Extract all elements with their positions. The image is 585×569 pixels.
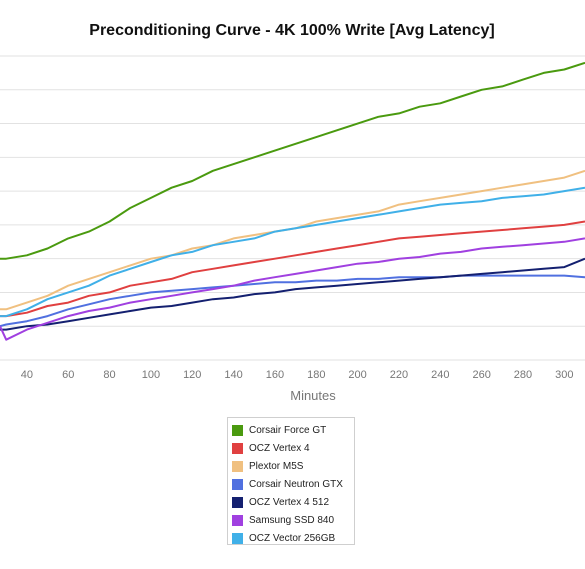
legend-swatch bbox=[232, 532, 243, 544]
x-axis-label: Minutes bbox=[290, 388, 336, 403]
x-tick-label: 80 bbox=[103, 369, 115, 381]
chart-title: Preconditioning Curve - 4K 100% Write [A… bbox=[89, 22, 494, 39]
legend-item: OCZ Vertex 4 bbox=[232, 439, 354, 457]
legend-swatch bbox=[232, 496, 243, 508]
series-line-ocz-vector-256gb bbox=[0, 186, 585, 318]
legend-swatch bbox=[232, 460, 243, 472]
legend-label: Samsung SSD 840 bbox=[249, 514, 335, 526]
legend-label: OCZ Vertex 4 512 bbox=[249, 496, 330, 508]
x-tick-label: 260 bbox=[472, 369, 490, 381]
grid-lines bbox=[0, 55, 585, 361]
series-line-ocz-vertex-4 bbox=[0, 220, 585, 318]
x-tick-label: 200 bbox=[348, 369, 366, 381]
legend-item: Corsair Force GT bbox=[232, 421, 354, 439]
legend-swatch bbox=[232, 442, 243, 454]
legend-label: OCZ Vector 256GB bbox=[249, 532, 336, 544]
x-tick-label: 160 bbox=[266, 369, 284, 381]
legend-item: OCZ Vertex 4 512 bbox=[232, 493, 354, 511]
legend-label: OCZ Vertex 4 bbox=[249, 442, 310, 454]
legend: Corsair Force GT OCZ Vertex 4 Plextor M5S C… bbox=[227, 417, 355, 545]
legend-label: Plextor M5S bbox=[249, 460, 304, 472]
series-line-samsung-ssd-840 bbox=[0, 237, 585, 341]
series-line-corsair-neutron-gtx bbox=[0, 274, 585, 328]
x-tick-label: 300 bbox=[555, 369, 573, 381]
legend-item: Plextor M5S bbox=[232, 457, 354, 475]
x-tick-label: 280 bbox=[514, 369, 532, 381]
x-tick-label: 140 bbox=[224, 369, 242, 381]
series-line-corsair-force-gt bbox=[0, 61, 585, 260]
legend-swatch bbox=[232, 424, 243, 436]
x-tick-label: 120 bbox=[183, 369, 201, 381]
x-tick-label: 100 bbox=[142, 369, 160, 381]
legend-label: Corsair Force GT bbox=[249, 424, 327, 436]
series-lines bbox=[0, 61, 585, 341]
x-tick-label: 60 bbox=[62, 369, 74, 381]
x-axis-ticks: 40 60 80 100 120 140 160 180 200 220 240 260 280 300 bbox=[21, 369, 574, 381]
legend-swatch bbox=[232, 514, 243, 526]
legend-swatch bbox=[232, 478, 243, 490]
legend-item: OCZ Vector 256GB bbox=[232, 529, 354, 547]
legend-label: Corsair Neutron GTX bbox=[249, 478, 343, 490]
series-line-ocz-vertex-4-512 bbox=[0, 257, 585, 331]
x-tick-label: 180 bbox=[307, 369, 325, 381]
x-tick-label: 40 bbox=[21, 369, 33, 381]
legend-item: Samsung SSD 840 bbox=[232, 511, 354, 529]
x-tick-label: 240 bbox=[431, 369, 449, 381]
x-tick-label: 220 bbox=[390, 369, 408, 381]
legend-item: Corsair Neutron GTX bbox=[232, 475, 354, 493]
